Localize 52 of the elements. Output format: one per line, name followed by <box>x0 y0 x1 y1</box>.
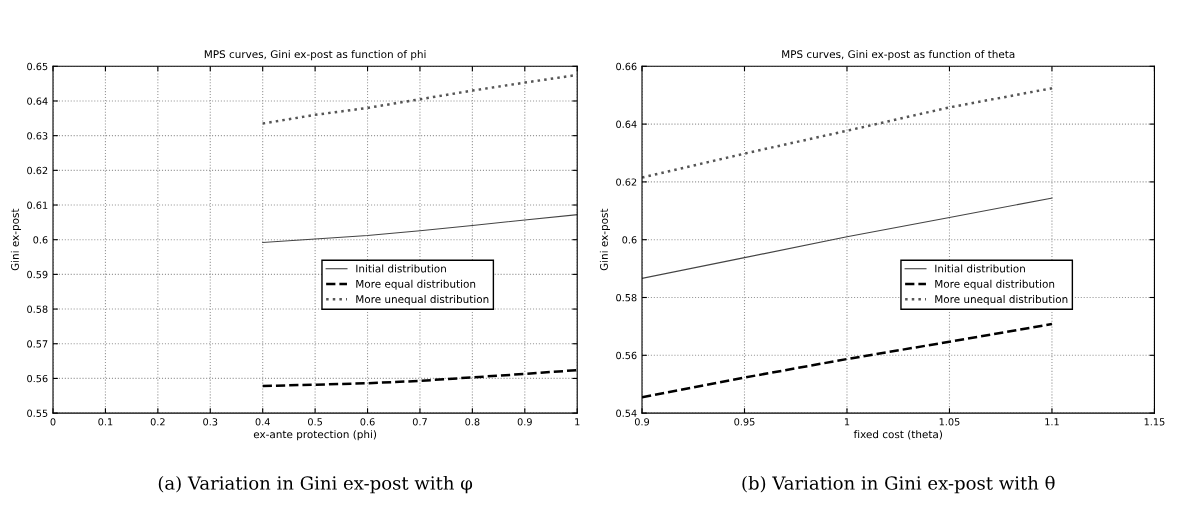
x-tick-label: 0.7 <box>412 418 427 426</box>
x-axis-title: fixed cost (theta) <box>853 430 942 440</box>
x-tick-label: 1 <box>844 418 850 426</box>
x-tick-label: 0 <box>50 418 56 426</box>
line-series <box>642 87 1054 179</box>
x-tick-label: 1.15 <box>1144 418 1165 426</box>
x-tick-label: 0.8 <box>465 418 480 426</box>
y-tick-label: 0.65 <box>27 62 48 71</box>
x-tick-label: 0.5 <box>308 418 322 426</box>
text: (a) Variation in Gini ex-post with φ <box>158 475 473 494</box>
legend-label: More unequal distribution <box>935 295 1068 306</box>
x-tick-label: 0.9 <box>634 418 650 426</box>
x-tick-label: 1 <box>575 418 580 426</box>
y-tick-label: 0.59 <box>27 270 48 279</box>
y-tick-label: 0.64 <box>616 120 637 128</box>
y-tick-label: 0.61 <box>27 201 48 209</box>
x-tick-label: 0.95 <box>734 418 755 426</box>
y-tick-label: 0.6 <box>622 236 637 244</box>
y-tick-label: 0.64 <box>27 97 48 105</box>
legend-label: Initial distribution <box>356 264 446 273</box>
text: (b) Variation in Gini ex-post with θ <box>742 475 1055 494</box>
x-tick-label: 0.1 <box>98 418 113 426</box>
y-tick-label: 0.58 <box>616 293 637 302</box>
y-tick-label: 0.62 <box>27 166 48 175</box>
y-tick-label: 0.55 <box>27 409 48 417</box>
y-tick-label: 0.62 <box>616 178 637 186</box>
x-tick-label: 1.1 <box>1045 418 1059 426</box>
y-axis-title: Gini ex-post <box>10 208 21 271</box>
y-tick-label: 0.54 <box>616 409 637 417</box>
x-tick-label: 0.4 <box>255 418 270 426</box>
y-tick-label: 0.66 <box>616 62 637 71</box>
y-tick-label: 0.6 <box>33 236 48 244</box>
y-axis-title: Gini ex-post <box>599 208 610 271</box>
chart-title: MPS curves, Gini ex-post as function of phi <box>204 50 426 61</box>
line-series <box>262 214 578 244</box>
x-tick-label: 0.6 <box>360 418 375 426</box>
line-series <box>642 197 1053 279</box>
x-tick-label: 0.2 <box>150 418 165 426</box>
y-tick-label: 0.56 <box>27 374 48 383</box>
x-tick-label: 1.05 <box>939 418 960 426</box>
legend-label: More equal distribution <box>935 279 1055 290</box>
y-tick-label: 0.63 <box>27 132 48 140</box>
chart-title: MPS curves, Gini ex-post as function of theta <box>782 50 1015 61</box>
legend-label: More equal distribution <box>356 279 476 290</box>
x-tick-label: 0.9 <box>517 418 532 426</box>
legend-label: Initial distribution <box>935 264 1025 273</box>
x-axis-title: ex-ante protection (phi) <box>253 430 377 441</box>
x-tick-label: 0.3 <box>203 418 218 426</box>
y-tick-label: 0.56 <box>616 351 637 360</box>
y-tick-label: 0.58 <box>27 305 48 313</box>
legend-label: More unequal distribution <box>356 295 489 306</box>
y-tick-label: 0.57 <box>27 340 48 348</box>
